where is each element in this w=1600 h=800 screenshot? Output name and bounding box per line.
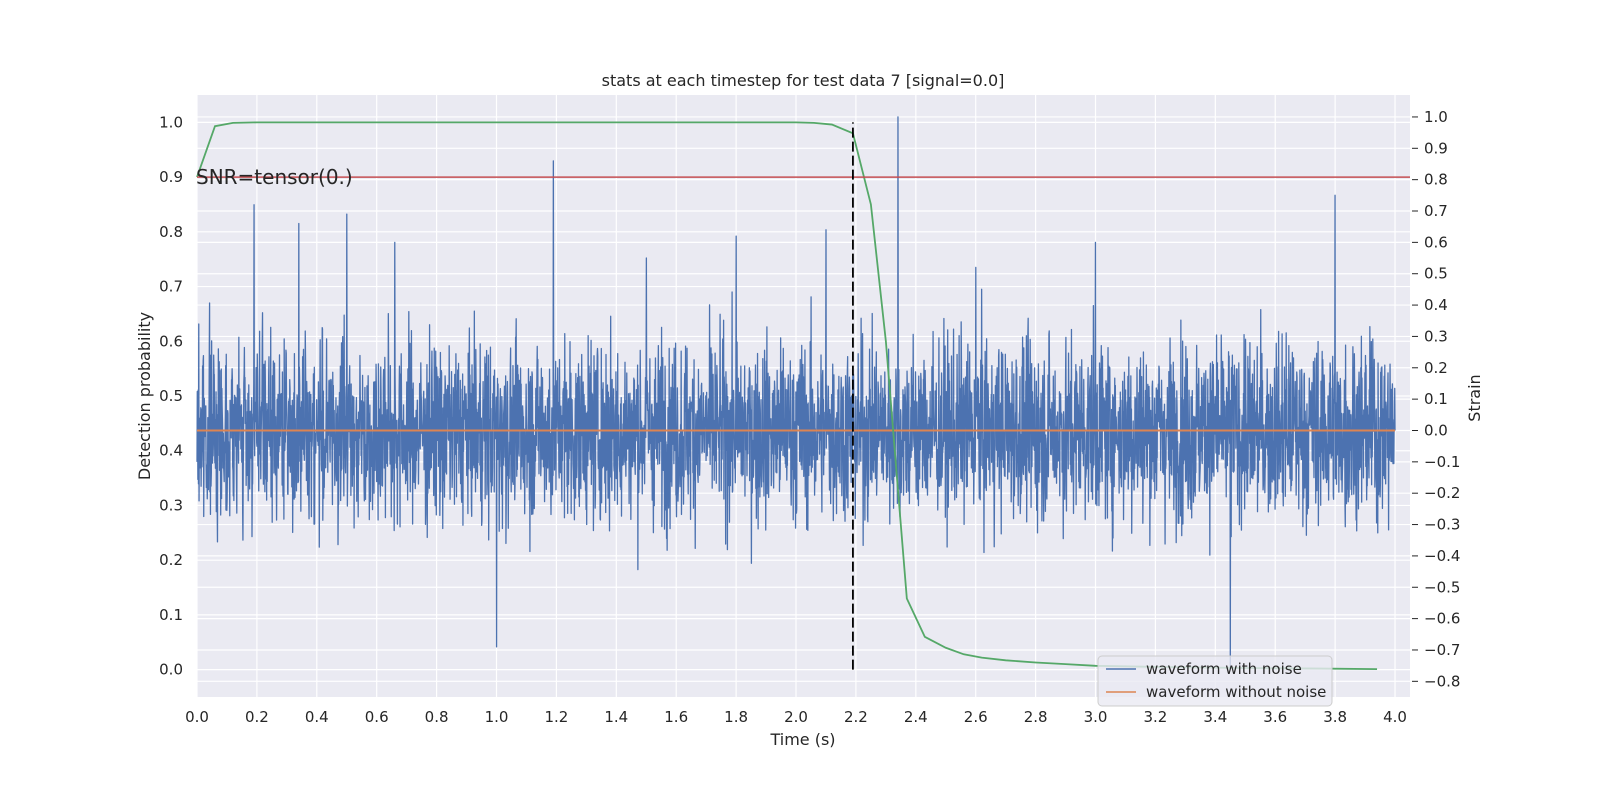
x-tick-label: 1.4 xyxy=(604,708,628,726)
y-tick-label-left: 0.4 xyxy=(159,442,183,460)
y-tick-label-left: 0.9 xyxy=(159,168,183,186)
y-axis-label-right: Strain xyxy=(1465,374,1484,421)
y-tick-label-right: −0.2 xyxy=(1424,484,1460,502)
series-detection-probability xyxy=(196,121,1378,670)
y-tick-label-right: −0.5 xyxy=(1424,578,1460,596)
y-tick-label-left: 0.5 xyxy=(159,387,183,405)
y-tick-label-right: 0.6 xyxy=(1424,233,1448,251)
ticks: 0.0 0.2 0.4 0.6 0.8 1.0 1.2 1.4 1.6 1.8 2.0 2.2 2.4 2… xyxy=(159,108,1460,726)
x-tick-label: 1.8 xyxy=(724,708,748,726)
x-tick-label: 3.4 xyxy=(1203,708,1227,726)
x-tick-label: 2.6 xyxy=(964,708,988,726)
y-tick-label-right: −0.3 xyxy=(1424,516,1460,534)
legend: waveform with noise waveform without noi… xyxy=(1097,655,1333,707)
y-tick-label-left: 0.1 xyxy=(159,606,183,624)
series-waveform-with-noise xyxy=(196,116,1396,670)
x-axis-label: Time (s) xyxy=(769,730,835,749)
x-tick-label: 2.0 xyxy=(784,708,808,726)
y-tick-label-right: 0.0 xyxy=(1424,421,1448,439)
y-tick-label-right: −0.6 xyxy=(1424,610,1460,628)
x-tick-label: 1.6 xyxy=(664,708,688,726)
y-tick-label-right: −0.7 xyxy=(1424,641,1460,659)
y-tick-label-right: 0.5 xyxy=(1424,265,1448,283)
x-tick-label: 1.2 xyxy=(544,708,568,726)
legend-label-clean: waveform without noise xyxy=(1146,683,1326,701)
x-tick-label: 3.8 xyxy=(1323,708,1347,726)
y-tick-label-right: −0.8 xyxy=(1424,672,1460,690)
x-tick-label: 2.2 xyxy=(844,708,868,726)
y-tick-label-right: 0.4 xyxy=(1424,296,1448,314)
y-tick-label-left: 1.0 xyxy=(159,113,183,131)
y-tick-label-right: −0.4 xyxy=(1424,547,1460,565)
legend-box xyxy=(1097,655,1333,707)
x-tick-label: 0.0 xyxy=(185,708,209,726)
y-tick-label-left: 0.8 xyxy=(159,223,183,241)
y-tick-label-left: 0.7 xyxy=(159,278,183,296)
y-tick-label-right: 1.0 xyxy=(1424,108,1448,126)
x-tick-label: 0.2 xyxy=(245,708,269,726)
y-tick-label-left: 0.3 xyxy=(159,496,183,514)
y-tick-label-right: 0.2 xyxy=(1424,359,1448,377)
snr-annotation: SNR=tensor(0.) xyxy=(196,165,353,189)
legend-label-noise: waveform with noise xyxy=(1146,660,1302,678)
y-tick-label-right: −0.1 xyxy=(1424,453,1460,471)
x-tick-label: 2.4 xyxy=(904,708,928,726)
y-tick-label-right: 0.3 xyxy=(1424,327,1448,345)
y-tick-label-right: 0.9 xyxy=(1424,139,1448,157)
x-tick-label: 3.6 xyxy=(1263,708,1287,726)
x-tick-label: 0.8 xyxy=(425,708,449,726)
y-tick-label-right: 0.7 xyxy=(1424,202,1448,220)
x-tick-label: 1.0 xyxy=(485,708,509,726)
y-tick-label-left: 0.2 xyxy=(159,551,183,569)
x-tick-label: 0.6 xyxy=(365,708,389,726)
series-layer xyxy=(196,116,1410,670)
y-tick-label-left: 0.6 xyxy=(159,332,183,350)
x-tick-label: 0.4 xyxy=(305,708,329,726)
x-tick-label: 2.8 xyxy=(1024,708,1048,726)
x-tick-label: 4.0 xyxy=(1383,708,1407,726)
x-tick-label: 3.0 xyxy=(1084,708,1108,726)
y-tick-label-left: 0.0 xyxy=(159,661,183,679)
chart-title: stats at each timestep for test data 7 [… xyxy=(602,71,1005,90)
x-tick-label: 3.2 xyxy=(1143,708,1167,726)
y-tick-label-right: 0.1 xyxy=(1424,390,1448,408)
y-tick-label-right: 0.8 xyxy=(1424,171,1448,189)
y-axis-label-left: Detection probability xyxy=(135,312,154,480)
